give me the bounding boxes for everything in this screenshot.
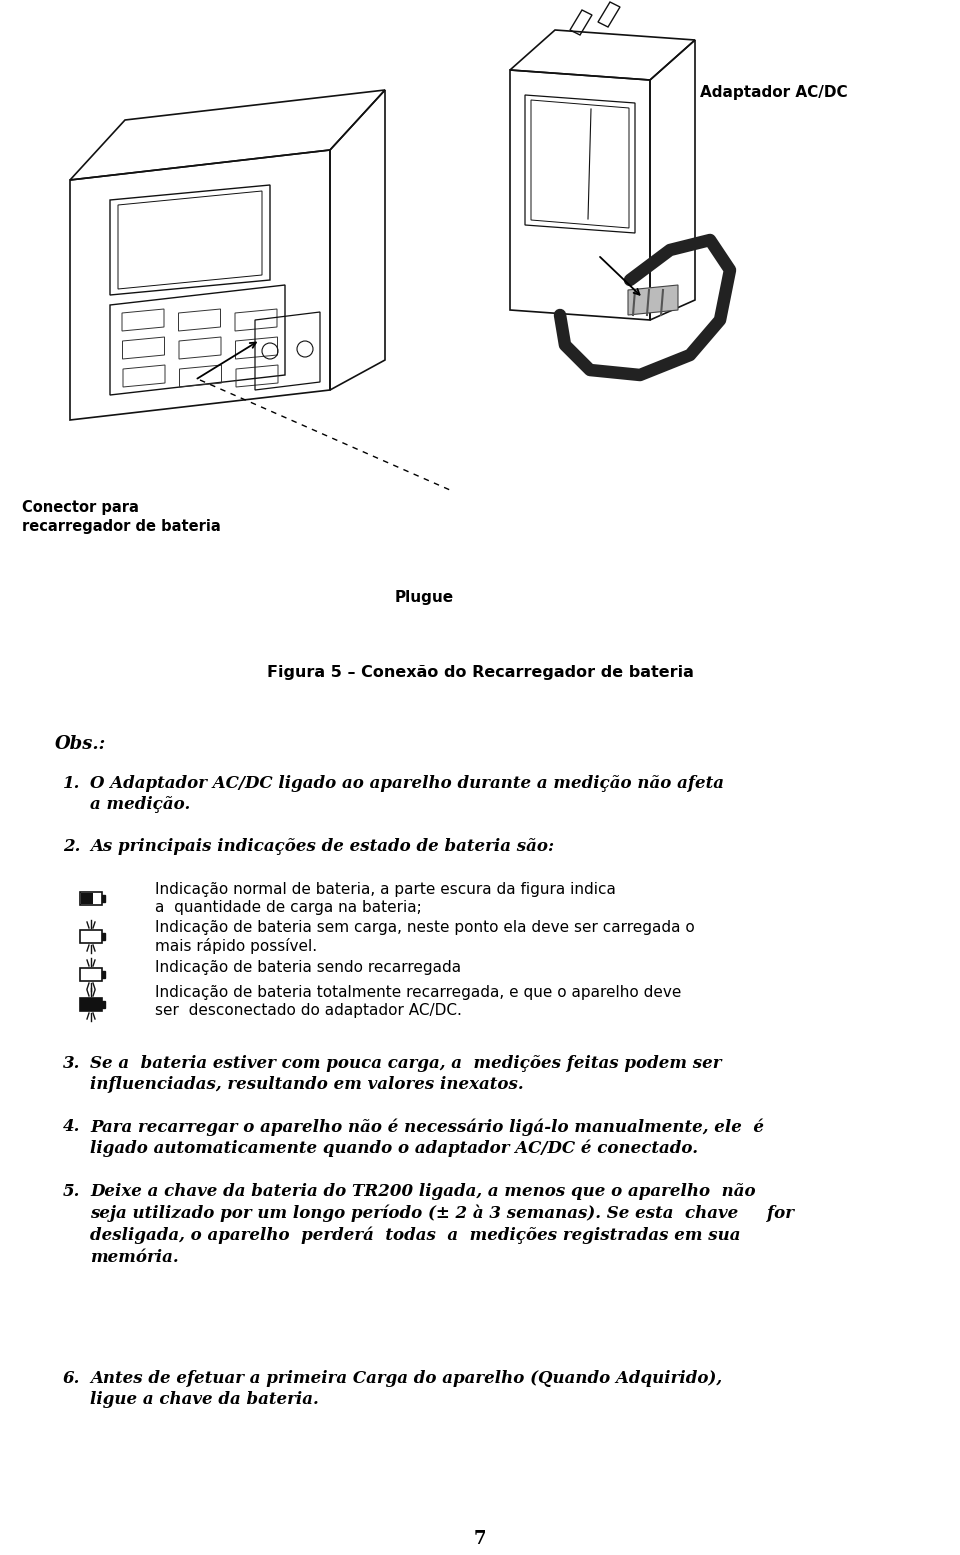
Text: a  quantidade de carga na bateria;: a quantidade de carga na bateria; xyxy=(155,900,421,914)
Text: As principais indicações de estado de bateria são:: As principais indicações de estado de ba… xyxy=(90,838,554,855)
Text: Obs.:: Obs.: xyxy=(55,736,107,753)
Text: Indicação de bateria sem carga, neste ponto ela deve ser carregada o: Indicação de bateria sem carga, neste po… xyxy=(155,921,695,935)
Text: Figura 5 – Conexão do Recarregador de bateria: Figura 5 – Conexão do Recarregador de ba… xyxy=(267,666,693,680)
Bar xyxy=(80,893,102,905)
Text: mais rápido possível.: mais rápido possível. xyxy=(155,938,317,955)
Text: ser  desconectado do adaptador AC/DC.: ser desconectado do adaptador AC/DC. xyxy=(155,1003,462,1019)
Text: 1.: 1. xyxy=(63,774,81,791)
Bar xyxy=(80,969,102,981)
Text: 7: 7 xyxy=(473,1530,487,1547)
Text: 3.: 3. xyxy=(63,1054,81,1071)
Text: 6.: 6. xyxy=(63,1370,81,1387)
Text: Se a  bateria estiver com pouca carga, a  medições feitas podem ser
influenciada: Se a bateria estiver com pouca carga, a … xyxy=(90,1054,722,1093)
Text: Indicação normal de bateria, a parte escura da figura indica: Indicação normal de bateria, a parte esc… xyxy=(155,882,616,897)
Text: Deixe a chave da bateria do TR200 ligada, a menos que o aparelho  não
seja utili: Deixe a chave da bateria do TR200 ligada… xyxy=(90,1183,794,1266)
Text: 4.: 4. xyxy=(63,1118,81,1135)
Bar xyxy=(102,896,105,902)
Text: Adaptador AC/DC: Adaptador AC/DC xyxy=(700,86,848,100)
Text: Antes de efetuar a primeira Carga do aparelho (Quando Adquirido),
ligue a chave : Antes de efetuar a primeira Carga do apa… xyxy=(90,1370,722,1407)
Text: Indicação de bateria totalmente recarregada, e que o aparelho deve: Indicação de bateria totalmente recarreg… xyxy=(155,984,682,1000)
Text: 5.: 5. xyxy=(63,1183,81,1200)
Text: O Adaptador AC/DC ligado ao aparelho durante a medição não afeta
a medição.: O Adaptador AC/DC ligado ao aparelho dur… xyxy=(90,774,724,813)
Bar xyxy=(102,1001,105,1008)
Polygon shape xyxy=(628,285,678,316)
Bar xyxy=(102,970,105,978)
Text: 2.: 2. xyxy=(63,838,81,855)
Text: Indicação de bateria sendo recarregada: Indicação de bateria sendo recarregada xyxy=(155,959,461,975)
Text: Plugue: Plugue xyxy=(395,589,454,605)
Bar xyxy=(102,933,105,941)
Text: Para recarregar o aparelho não é necessário ligá-lo manualmente, ele  é
ligado a: Para recarregar o aparelho não é necessá… xyxy=(90,1118,764,1157)
Bar xyxy=(80,930,102,942)
Text: Conector para
recarregador de bateria: Conector para recarregador de bateria xyxy=(22,501,221,533)
Bar xyxy=(81,893,93,903)
Bar xyxy=(80,998,102,1011)
